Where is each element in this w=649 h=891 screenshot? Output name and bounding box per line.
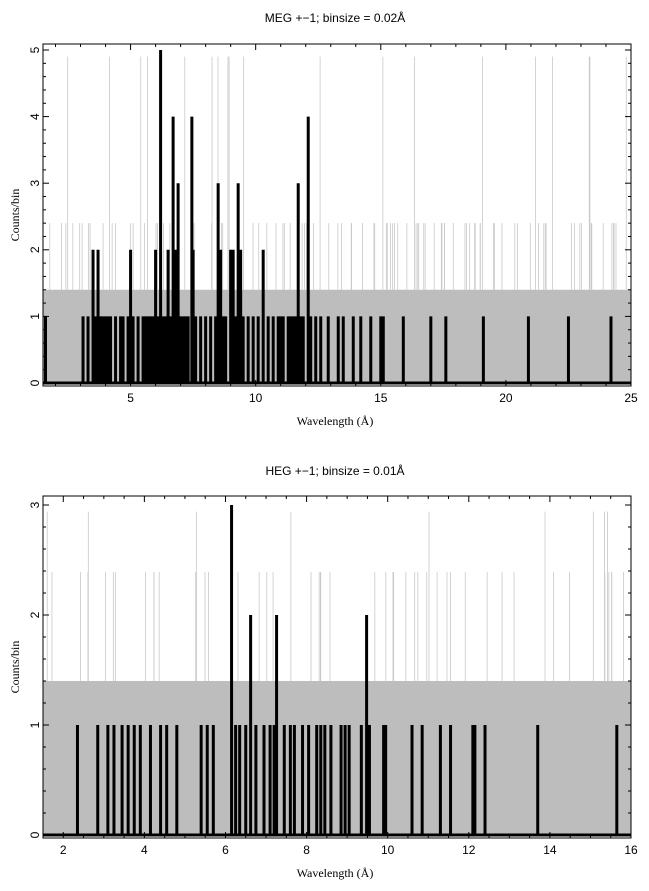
meg-background-spikes — [49, 56, 627, 290]
heg-y-axis-label: Counts/bin — [8, 641, 22, 694]
heg-x-tick-label: 4 — [141, 843, 148, 857]
heg-y-tick-label: 1 — [28, 721, 42, 728]
meg-y-axis-label: Counts/bin — [8, 189, 22, 242]
meg-x-tick-label: 5 — [127, 391, 134, 405]
heg-histogram-series — [43, 505, 631, 837]
heg-plot-frame — [42, 495, 632, 839]
meg-y-tick-label: 2 — [28, 246, 42, 253]
meg-y-tick-label: 3 — [28, 180, 42, 187]
heg-x-tick-label: 12 — [462, 843, 476, 857]
heg-background-band — [43, 681, 631, 835]
meg-y-tick-label: 0 — [28, 379, 42, 386]
meg-plot-frame — [42, 43, 632, 387]
heg-x-tick-label: 16 — [624, 843, 638, 857]
heg-x-tick-label: 14 — [543, 843, 557, 857]
heg-x-tick-label: 6 — [222, 843, 229, 857]
heg-background-spikes — [46, 511, 624, 681]
meg-x-tick-label: 10 — [249, 391, 263, 405]
meg-x-axis-label: Wavelength (Å) — [297, 414, 374, 428]
meg-x-tick-label: 20 — [499, 391, 513, 405]
heg-x-tick-label: 2 — [60, 843, 67, 857]
meg-y-tick-label: 4 — [28, 113, 42, 120]
heg-chart-title: HEG +−1; binsize = 0.01Å — [265, 463, 404, 478]
heg-x-tick-label: 8 — [303, 843, 310, 857]
meg-y-tick-label: 5 — [28, 46, 42, 53]
meg-panel: MEG +−1; binsize = 0.02Å 5 10 15 20 25 0 1 2 3 4 5… — [8, 10, 638, 428]
heg-y-tick-label: 3 — [28, 501, 42, 508]
heg-background-layer — [43, 511, 631, 835]
heg-x-tick-label: 10 — [381, 843, 395, 857]
heg-x-axis-label: Wavelength (Å) — [297, 866, 374, 880]
meg-x-tick-label: 25 — [624, 391, 638, 405]
meg-x-tick-label: 15 — [374, 391, 388, 405]
heg-y-tick-label: 0 — [28, 831, 42, 838]
meg-chart-title: MEG +−1; binsize = 0.02Å — [265, 10, 405, 25]
meg-y-tick-label: 1 — [28, 313, 42, 320]
heg-panel: HEG +−1; binsize = 0.01Å 2 4 6 8 10 12 14 16012… — [8, 463, 638, 880]
meg-histogram-series — [43, 50, 631, 385]
heg-y-tick-label: 2 — [28, 611, 42, 618]
